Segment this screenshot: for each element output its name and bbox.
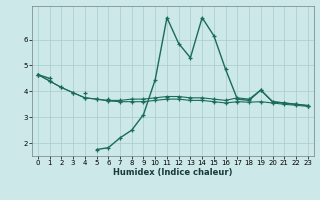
X-axis label: Humidex (Indice chaleur): Humidex (Indice chaleur) [113, 168, 233, 177]
